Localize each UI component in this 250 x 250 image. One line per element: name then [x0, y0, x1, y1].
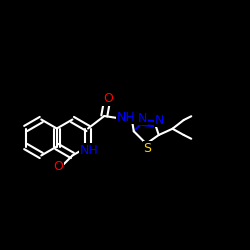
Text: O: O: [103, 92, 113, 105]
Text: NH: NH: [80, 144, 99, 157]
Text: N: N: [154, 114, 164, 126]
Text: O: O: [54, 160, 64, 173]
Text: NH: NH: [117, 111, 136, 124]
Text: N: N: [138, 112, 147, 124]
Text: S: S: [144, 142, 152, 155]
